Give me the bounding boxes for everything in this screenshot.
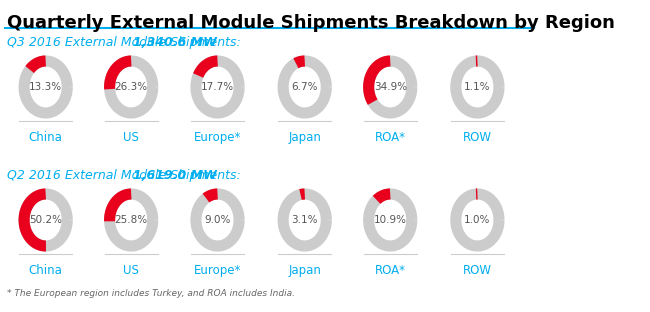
Text: Europe*: Europe* [194, 264, 241, 277]
Text: US: US [124, 264, 139, 277]
Text: 1,619.0 MW: 1,619.0 MW [133, 169, 217, 182]
Text: 1.1%: 1.1% [464, 82, 491, 92]
Text: 10.9%: 10.9% [374, 215, 407, 225]
Text: 6.7%: 6.7% [291, 82, 318, 92]
Text: US: US [124, 131, 139, 144]
Text: 1.0%: 1.0% [464, 215, 491, 225]
Text: China: China [29, 131, 62, 144]
Text: ROA*: ROA* [375, 264, 406, 277]
Text: ROA*: ROA* [375, 131, 406, 144]
Text: ROW: ROW [463, 264, 492, 277]
Text: Japan: Japan [288, 131, 321, 144]
Text: China: China [29, 264, 62, 277]
Text: 50.2%: 50.2% [29, 215, 62, 225]
Text: ROW: ROW [463, 131, 492, 144]
Text: Q2 2016 External Module Shipments:: Q2 2016 External Module Shipments: [6, 169, 244, 182]
Text: 17.7%: 17.7% [201, 82, 234, 92]
Text: Europe*: Europe* [194, 131, 241, 144]
Text: Q3 2016 External Module Shipments:: Q3 2016 External Module Shipments: [6, 36, 244, 49]
Text: 26.3%: 26.3% [114, 82, 148, 92]
Text: * The European region includes Turkey, and ROA includes India.: * The European region includes Turkey, a… [6, 289, 294, 298]
Text: 25.8%: 25.8% [114, 215, 148, 225]
Text: 34.9%: 34.9% [374, 82, 407, 92]
Text: 1,340.6 MW: 1,340.6 MW [133, 36, 217, 49]
Text: Quarterly External Module Shipments Breakdown by Region: Quarterly External Module Shipments Brea… [6, 14, 614, 32]
Text: Japan: Japan [288, 264, 321, 277]
Text: 9.0%: 9.0% [204, 215, 231, 225]
Text: 13.3%: 13.3% [29, 82, 62, 92]
Text: 3.1%: 3.1% [291, 215, 318, 225]
